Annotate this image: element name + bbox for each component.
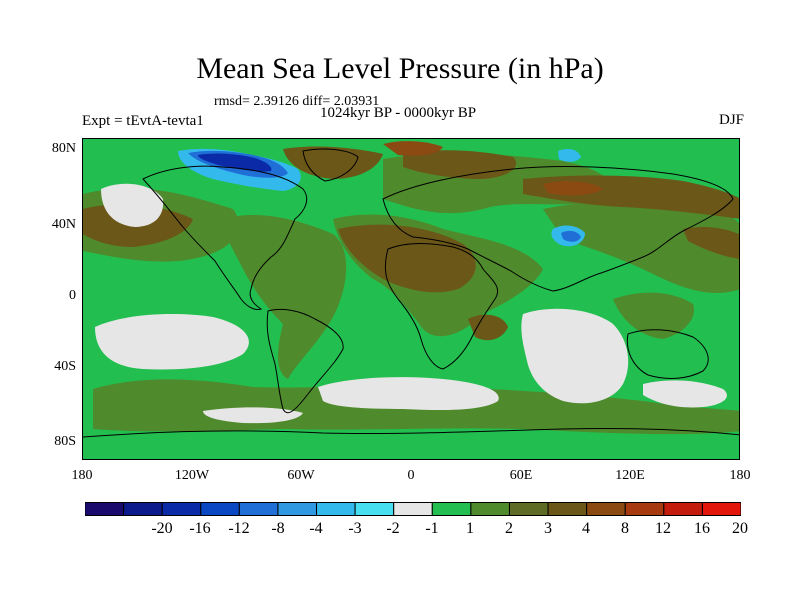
colorbar-label: 4 <box>582 520 590 537</box>
north-america-coast <box>142 165 308 310</box>
x-label-60e: 60E <box>509 468 533 483</box>
y-label-80n: 80N <box>51 141 76 156</box>
africa-coast <box>384 243 499 370</box>
eurasia-coast <box>382 166 734 292</box>
colorbar-box <box>316 502 356 516</box>
x-label-180w: 180 <box>71 468 93 483</box>
grey-areas <box>95 183 727 424</box>
y-label-80s: 80S <box>54 434 76 449</box>
colorbar-label: -20 <box>151 520 173 537</box>
colorbar-label: 2 <box>505 520 513 537</box>
colorbar-box <box>547 502 588 516</box>
greenland-coast <box>302 148 359 182</box>
y-label-equator: 0 <box>69 288 76 303</box>
season-label: DJF <box>718 112 744 128</box>
colorbar-box <box>277 502 318 516</box>
colorbar-box <box>393 502 433 516</box>
colorbar-box <box>200 502 240 516</box>
y-label-40n: 40N <box>51 217 76 232</box>
y-label-40s: 40S <box>54 359 76 374</box>
antarctica-coast <box>83 427 739 438</box>
colorbar-label: -8 <box>271 520 285 537</box>
colorbar-label: -4 <box>309 520 323 537</box>
x-label-120w: 120W <box>174 468 210 483</box>
colorbar-box <box>161 502 202 516</box>
experiment-label: Expt = tEvtA-tevta1 <box>82 113 204 129</box>
x-label-180e: 180 <box>729 468 751 483</box>
colorbar-box <box>701 502 741 516</box>
colorbar-label: -1 <box>425 520 439 537</box>
colorbar-box <box>508 502 549 516</box>
pressure-map <box>82 138 740 460</box>
south-america-coast <box>266 308 344 414</box>
colorbar-label: 16 <box>694 520 710 537</box>
colorbar-label: -2 <box>386 520 400 537</box>
colorbar-label: 8 <box>621 520 629 537</box>
x-label-120e: 120E <box>615 468 645 483</box>
pressure-map-svg <box>83 139 739 459</box>
colorbar <box>85 502 741 516</box>
colorbar-label: 12 <box>655 520 671 537</box>
period-subtitle: 1024kyr BP - 0000kyr BP <box>320 105 477 121</box>
navy-areas <box>198 153 272 172</box>
colorbar-label: -12 <box>228 520 250 537</box>
dark-brown-areas <box>383 141 603 196</box>
australia-coast <box>626 329 709 379</box>
colorbar-box <box>431 502 472 516</box>
colorbar-label: -16 <box>189 520 211 537</box>
colorbar-box <box>624 502 665 516</box>
colorbar-box <box>238 502 279 516</box>
colorbar-box <box>123 502 163 516</box>
colorbar-label: 1 <box>466 520 474 537</box>
colorbar-box <box>354 502 395 516</box>
x-label-0: 0 <box>407 468 415 483</box>
colorbar-label: 20 <box>732 520 748 537</box>
colorbar-box <box>586 502 626 516</box>
colorbar-box <box>85 502 125 516</box>
coastlines <box>83 148 739 438</box>
colorbar-box <box>663 502 703 516</box>
colorbar-label: -3 <box>348 520 362 537</box>
colorbar-box <box>470 502 510 516</box>
colorbar-label: 3 <box>544 520 552 537</box>
chart-title: Mean Sea Level Pressure (in hPa) <box>196 52 604 85</box>
x-label-60w: 60W <box>287 468 315 483</box>
stats-line: rmsd= 2.39126 diff= 2.03931 <box>214 94 380 109</box>
